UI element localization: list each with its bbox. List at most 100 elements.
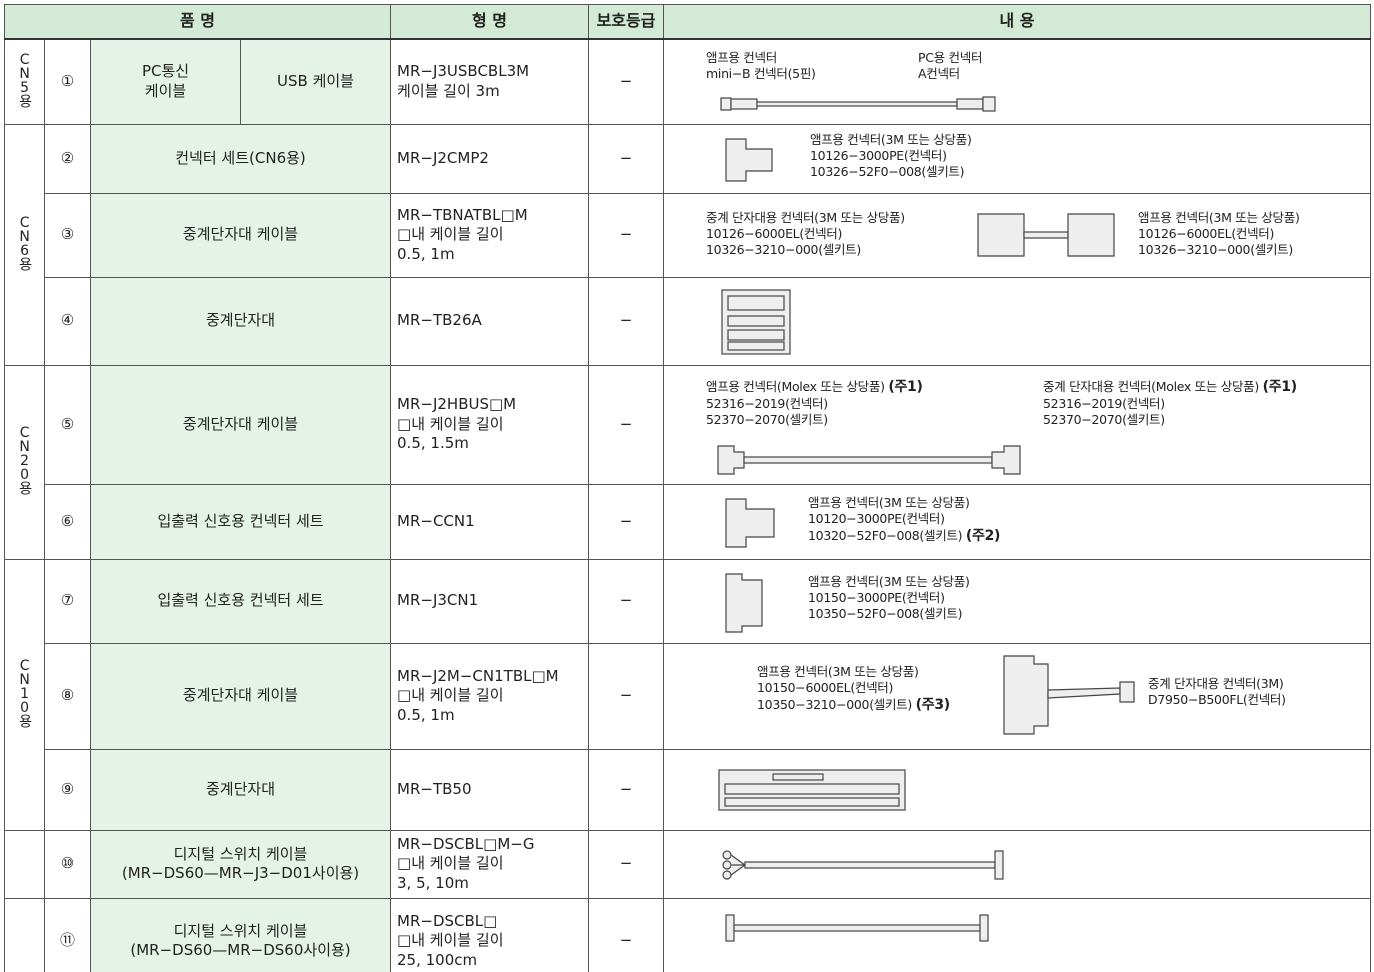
cable-drawing (722, 849, 1004, 880)
name-cell: 디지털 스위치 케이블 (MR−DS60—MR−J3−D01사이용) (89, 829, 392, 899)
no-cell: ② (44, 123, 91, 194)
cable-drawing (1003, 654, 1135, 735)
note-text: 앰프용 컨넥터(3M 또는 상당품) 10120−3000PE(컨넥터) 103… (808, 494, 970, 544)
note-ref: (주2) (965, 528, 1001, 544)
group-cell: CN6용 (4, 123, 45, 366)
model-cell: MR−TB50 (390, 748, 590, 831)
header-cell: 보호등급 (588, 4, 665, 40)
accessory-table: 품 명 형 명 보호등급 내 용 CN5용 ① PC통신 케이블 USB 케이블… (3, 4, 1372, 972)
header-cell: 내 용 (663, 4, 1372, 40)
content: 중계 단자대용 컨넥터(3M 또는 상당품) 10126−6000EL(컨넥터)… (665, 194, 1370, 276)
note-ref: (주3) (915, 697, 951, 713)
connector-drawing (725, 497, 775, 548)
group-cell: CN20용 (4, 364, 45, 560)
row: CN20용 ⑤ 중계단자대 케이블 MR−J2HBUS□M □내 케이블 길이 … (4, 364, 1372, 560)
row: ③ 중계단자대 케이블 MR−TBNATBL□M □내 케이블 길이 0.5, … (5, 192, 1372, 278)
cable-drawing (977, 212, 1115, 257)
note-text: 중계 단자대용 컨넥터(Molex 또는 상당품) (1043, 378, 1259, 394)
content: 앰프용 컨넥터(3M 또는 상당품) 10150−3000PE(컨넥터) 103… (665, 560, 1370, 642)
note-text: 앰프용 컨넥터(3M 또는 상당품) 10150−6000EL(컨넥터) 103… (757, 664, 950, 715)
model-cell: MR−TBNATBL□M □내 케이블 길이 0.5, 1m (390, 192, 590, 278)
content-cell (663, 829, 1372, 899)
note-text: 중계 단자대용 컨넥터(3M 또는 상당품) 10126−6000EL(컨넥터)… (706, 209, 905, 258)
content-cell (663, 748, 1372, 831)
no-cell: ⑨ (44, 748, 91, 831)
group-label: CN6용 (16, 214, 33, 269)
terminal-block-drawing (718, 768, 906, 811)
protection-cell: − (588, 123, 665, 194)
protection-cell: − (588, 192, 665, 278)
protection-cell: − (588, 483, 665, 560)
note-ref: (주1) (888, 378, 923, 395)
content: 앰프용 컨넥터(Molex 또는 상당품) (주1) 52316−2019(컨넥… (665, 366, 1370, 483)
content-cell (663, 276, 1372, 366)
model-cell: MR−J2HBUS□M □내 케이블 길이 0.5, 1.5m (390, 364, 590, 485)
header-row: 품 명 형 명 보호등급 내 용 (3, 4, 1372, 40)
model-cell: MR−TB26A (390, 276, 590, 366)
note-text: 앰프용 컨넥터(3M 또는 상당품) 10126−6000EL(컨넥터) 103… (1138, 209, 1300, 258)
group-cell (4, 897, 45, 972)
protection-cell: − (588, 897, 665, 972)
model-cell: MR−DSCBL□ □내 케이블 길이 25, 100cm (390, 897, 590, 972)
no-cell: ④ (44, 276, 91, 366)
note-text: 중계 단자대용 컨넥터(3M) D7950−B500FL(컨넥터) (1148, 675, 1286, 707)
no-cell: ⑩ (44, 829, 91, 899)
name-cell: 중계단자대 케이블 (89, 192, 392, 278)
content: 앰프용 컨넥터(3M 또는 상당품) 10150−6000EL(컨넥터) 103… (665, 644, 1370, 748)
connector-drawing (725, 572, 763, 633)
no-cell: ⑤ (44, 364, 91, 485)
note-text: 52316−2019(컨넥터) 52370−2070(셀키트) (1043, 395, 1165, 427)
no-cell: ⑧ (44, 642, 91, 750)
protection-cell: − (588, 558, 665, 644)
header-cell: 품 명 (3, 4, 392, 40)
note-text: 앰프용 컨넥터(3M 또는 상당품) 10150−3000PE(컨넥터) 103… (808, 573, 970, 622)
name-cell: USB 케이블 (239, 38, 392, 125)
name-cell: PC통신 케이블 (90, 38, 241, 125)
content (665, 278, 1370, 364)
row: ⑥ 입출력 신호용 컨넥터 세트 MR−CCN1 − 앰프용 컨넥터(3M 또는… (5, 483, 1372, 560)
protection-cell: − (588, 748, 665, 831)
cable-drawing (717, 444, 1021, 475)
protection-cell: − (588, 276, 665, 366)
no-cell: ⑦ (44, 558, 91, 644)
name-cell: 입출력 신호용 컨넥터 세트 (89, 558, 392, 644)
content: 앰프용 컨넥터 mini−B 컨넥터(5핀) PC용 컨넥터 A컨넥터 (665, 40, 1370, 124)
no-cell: ⑪ (44, 897, 91, 972)
no-cell: ⑥ (44, 483, 91, 560)
note-ref: (주1) (1262, 378, 1298, 395)
row: ⑨ 중계단자대 MR−TB50 − (5, 748, 1372, 831)
note-text: 앰프용 컨넥터(3M 또는 상당품) 10126−3000PE(컨넥터) 103… (810, 131, 972, 180)
content-cell: 앰프용 컨넥터(3M 또는 상당품) 10126−3000PE(컨넥터) 103… (663, 123, 1372, 194)
row: CN6용 ② 컨넥터 세트(CN6용) MR−J2CMP2 − 앰프용 컨넥터(… (4, 123, 1372, 366)
protection-cell: − (588, 829, 665, 899)
content: 앰프용 컨넥터(3M 또는 상당품) 10126−3000PE(컨넥터) 103… (665, 125, 1370, 192)
note-text: 중계 단자대용 컨넥터(Molex 또는 상당품) (주1) 52316−201… (1043, 378, 1297, 429)
note-text: 52316−2019(컨넥터) 52370−2070(셀키트) (706, 395, 828, 427)
content-cell: 앰프용 컨넥터 mini−B 컨넥터(5핀) PC용 컨넥터 A컨넥터 (663, 38, 1372, 125)
row: ⑧ 중계단자대 케이블 MR−J2M−CN1TBL□M □내 케이블 길이 0.… (5, 642, 1372, 750)
row: CN10용 ⑦ 입출력 신호용 컨넥터 세트 MR−J3CN1 − 앰프용 컨넥… (4, 558, 1372, 831)
group-cell: CN5용 (4, 38, 45, 125)
name-cell: 중계단자대 (89, 748, 392, 831)
note-text: 앰프용 컨넥터(3M 또는 상당품) 10150−6000EL(컨넥터) 103… (757, 663, 919, 713)
content-cell (663, 897, 1372, 972)
group-cell: CN10용 (4, 558, 45, 831)
content-cell: 앰프용 컨넥터(3M 또는 상당품) 10150−6000EL(컨넥터) 103… (663, 642, 1372, 750)
model-cell: MR−J2CMP2 (390, 123, 590, 194)
model-cell: MR−J3CN1 (390, 558, 590, 644)
no-cell: ③ (44, 192, 91, 278)
protection-cell: − (588, 364, 665, 485)
note-text: 앰프용 컨넥터(Molex 또는 상당품) (주1) 52316−2019(컨넥… (706, 378, 923, 429)
connector-drawing (725, 137, 773, 182)
row: ④ 중계단자대 MR−TB26A − (5, 276, 1372, 366)
model-cell: MR−CCN1 (390, 483, 590, 560)
group-label: CN10용 (16, 657, 33, 726)
content (665, 831, 1370, 897)
protection-cell: − (588, 642, 665, 750)
content (665, 750, 1370, 829)
protection-cell: − (588, 38, 665, 125)
cable-drawing (720, 95, 996, 112)
name-cell: 중계단자대 (89, 276, 392, 366)
note-text: 앰프용 컨넥터 mini−B 컨넥터(5핀) (706, 49, 816, 81)
